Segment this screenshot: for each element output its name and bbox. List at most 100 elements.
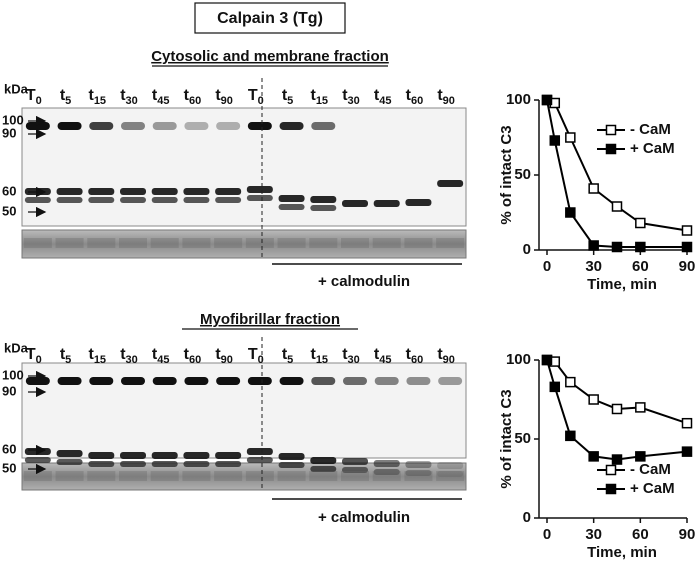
strip-band [23, 238, 52, 248]
lane-letter: t [152, 87, 158, 104]
lane-letter: t [152, 346, 158, 363]
x-tick-label: 60 [632, 258, 649, 275]
x-tick-label: 60 [632, 526, 649, 543]
strip-band [182, 471, 211, 481]
x-tick-label: 90 [679, 526, 696, 543]
lane-label: t5 [282, 87, 293, 107]
band [342, 200, 368, 207]
band [183, 452, 210, 459]
band [215, 197, 242, 203]
marker-label: 50 [2, 460, 16, 475]
band [215, 461, 242, 467]
y-tick-label: 100 [506, 91, 531, 108]
band [405, 199, 432, 206]
band [183, 197, 210, 203]
strip-band [436, 238, 465, 248]
band [406, 377, 431, 385]
band [151, 188, 178, 195]
lane-subscript: 15 [316, 95, 328, 107]
marker-label: 90 [2, 383, 16, 398]
band [246, 195, 273, 201]
band [88, 461, 115, 467]
legend-marker [605, 464, 617, 476]
panel-title: Cytosolic and membrane fraction [151, 48, 389, 65]
strip-band [214, 471, 243, 481]
strip-band [119, 471, 147, 481]
panel-title: Myofibrillar fraction [200, 311, 340, 328]
lane-subscript: 45 [379, 354, 391, 366]
band [88, 197, 115, 203]
strip-band [277, 238, 306, 248]
x-tick-label: 0 [543, 526, 551, 543]
lane-subscript: 0 [36, 95, 42, 107]
legend-label: + CaM [630, 140, 675, 157]
lane-label: t90 [437, 346, 455, 366]
strip-band [404, 238, 433, 248]
data-point [611, 403, 623, 415]
lane-subscript: 60 [189, 354, 201, 366]
band [121, 377, 145, 385]
band [152, 377, 177, 385]
lane-subscript: 0 [258, 95, 264, 107]
lane-letter: t [215, 87, 221, 104]
data-point [681, 446, 693, 457]
lane-subscript: 15 [94, 354, 106, 366]
lane-letter: t [374, 346, 380, 363]
band [183, 188, 210, 195]
band [278, 204, 305, 210]
y-tick-label: 50 [514, 430, 531, 447]
lane-letter: t [215, 346, 221, 363]
band [25, 122, 50, 130]
data-point [541, 354, 553, 366]
band [310, 196, 337, 203]
band [56, 197, 83, 203]
lane-letter: t [184, 87, 190, 104]
lane-subscript: 5 [287, 95, 293, 107]
data-point [541, 94, 553, 106]
lane-label: T0 [26, 346, 42, 366]
lane-subscript: 30 [126, 354, 138, 366]
band [88, 452, 115, 459]
lane-subscript: 45 [379, 95, 391, 107]
band [57, 377, 82, 385]
data-point [549, 381, 561, 393]
band [57, 122, 82, 130]
band [246, 448, 273, 455]
lane-label: t15 [310, 87, 328, 107]
lane-label: t5 [60, 346, 71, 366]
lane-letter: t [60, 87, 66, 104]
lane-label: t45 [374, 346, 392, 366]
band [24, 197, 51, 203]
data-point [635, 451, 646, 462]
band [121, 122, 145, 130]
band [342, 467, 368, 473]
x-tick-label: 30 [585, 258, 602, 275]
band [247, 122, 272, 130]
lane-letter: t [342, 346, 348, 363]
y-tick-label: 100 [506, 351, 531, 368]
x-tick-label: 90 [679, 258, 696, 275]
data-point [588, 183, 599, 194]
band [120, 461, 146, 467]
band [373, 460, 400, 467]
blot [21, 362, 467, 459]
lane-subscript: 90 [443, 95, 455, 107]
strip-band [277, 471, 306, 481]
band [374, 377, 399, 385]
band [56, 459, 83, 465]
strip-band [341, 238, 369, 248]
band [437, 180, 464, 187]
data-point [611, 241, 623, 253]
loading-strip [21, 462, 467, 491]
band [278, 453, 305, 460]
legend-label: - CaM [630, 121, 671, 138]
x-tick-label: 0 [543, 258, 551, 275]
band [279, 122, 304, 130]
lane-label: t60 [184, 346, 202, 366]
lane-letter: T [26, 87, 36, 104]
data-point [611, 454, 623, 465]
band [278, 462, 305, 468]
strip-band [87, 238, 116, 248]
legend-marker [605, 124, 617, 136]
lane-label: t90 [437, 87, 455, 107]
